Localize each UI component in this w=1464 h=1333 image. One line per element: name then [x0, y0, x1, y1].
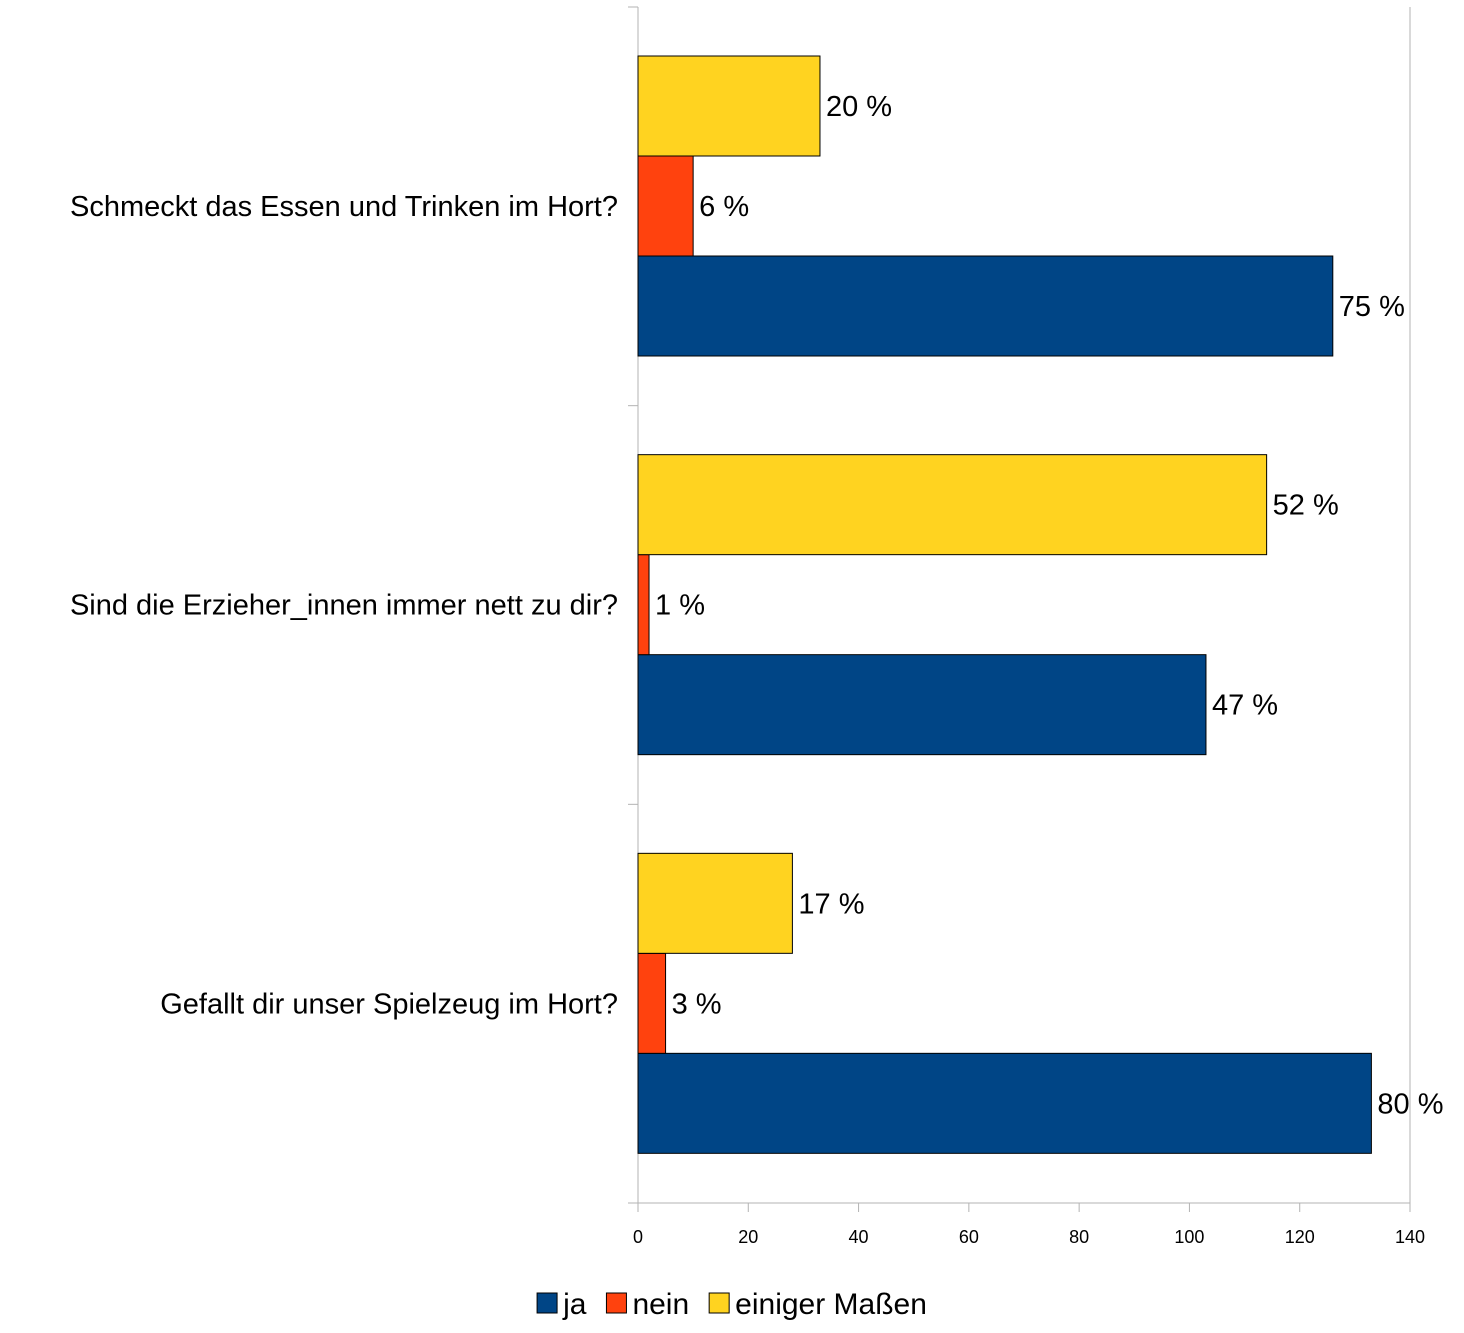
legend-swatch: [708, 1292, 730, 1314]
category-label: Gefallt dir unser Spielzeug im Hort?: [160, 988, 618, 1020]
data-label: 80 %: [1377, 1088, 1443, 1120]
data-label: 52 %: [1273, 490, 1339, 522]
bar: [637, 654, 1207, 756]
axes: 0 20 40 60 80 100 120 140 Schmeckt das Essen und…: [70, 6, 1425, 1247]
data-labels: 75 % 6 % 20 % 47 % 1 % 52 % 80 % 3 % 17 %: [655, 91, 1443, 1120]
x-tick-label: 40: [849, 1227, 869, 1247]
data-label: 3 %: [672, 988, 722, 1020]
bar: [637, 554, 650, 656]
category-label: Sind die Erzieher_innen immer nett zu di…: [70, 590, 618, 622]
legend-label: einiger Maßen: [735, 1288, 927, 1321]
legend-label: ja: [562, 1288, 587, 1321]
x-tick-label: 60: [959, 1227, 979, 1247]
data-label: 6 %: [699, 191, 749, 223]
x-tick-label: 140: [1395, 1227, 1425, 1247]
legend-label: nein: [632, 1288, 689, 1321]
x-tick-label: 0: [633, 1227, 643, 1247]
x-tick-label: 80: [1069, 1227, 1089, 1247]
data-label: 17 %: [798, 888, 864, 920]
data-label: 47 %: [1212, 690, 1278, 722]
category-label: Schmeckt das Essen und Trinken im Hort?: [70, 191, 618, 223]
legend-swatch: [605, 1292, 627, 1314]
data-label: 20 %: [826, 91, 892, 123]
bar: [637, 952, 667, 1054]
data-label: 75 %: [1339, 291, 1405, 323]
bar: [637, 1052, 1372, 1154]
bars: [637, 55, 1372, 1154]
bar: [637, 255, 1334, 357]
bar: [637, 454, 1268, 556]
bar: [637, 155, 694, 257]
bar: [637, 55, 821, 157]
x-tick-label: 120: [1285, 1227, 1315, 1247]
legend-swatch: [536, 1292, 558, 1314]
data-label: 1 %: [655, 590, 705, 622]
legend: ja nein einiger Maßen: [536, 1288, 927, 1321]
bar: [637, 852, 793, 954]
x-tick-label: 100: [1174, 1227, 1204, 1247]
x-tick-label: 20: [738, 1227, 758, 1247]
